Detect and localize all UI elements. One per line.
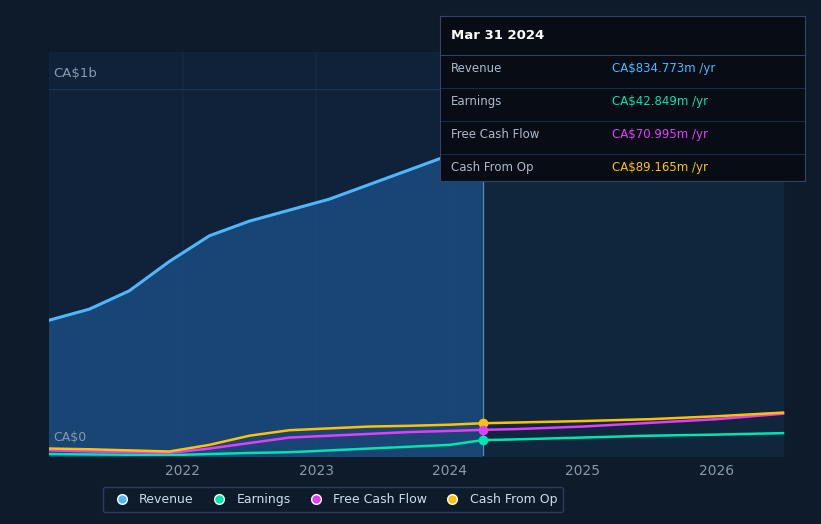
Text: Analysts Forecasts: Analysts Forecasts [490,35,607,48]
Text: CA$834.773m /yr: CA$834.773m /yr [612,62,715,75]
Text: Free Cash Flow: Free Cash Flow [451,128,539,141]
Text: Cash From Op: Cash From Op [451,161,534,174]
Text: CA$70.995m /yr: CA$70.995m /yr [612,128,708,141]
Legend: Revenue, Earnings, Free Cash Flow, Cash From Op: Revenue, Earnings, Free Cash Flow, Cash … [103,487,563,512]
Text: Revenue: Revenue [451,62,502,75]
Text: CA$1b: CA$1b [53,67,97,80]
Text: Past: Past [449,35,475,48]
Text: Earnings: Earnings [451,95,502,108]
Text: CA$42.849m /yr: CA$42.849m /yr [612,95,708,108]
Text: CA$89.165m /yr: CA$89.165m /yr [612,161,708,174]
Text: CA$0: CA$0 [53,431,86,444]
Text: Mar 31 2024: Mar 31 2024 [451,29,544,42]
Bar [49,52,483,456]
